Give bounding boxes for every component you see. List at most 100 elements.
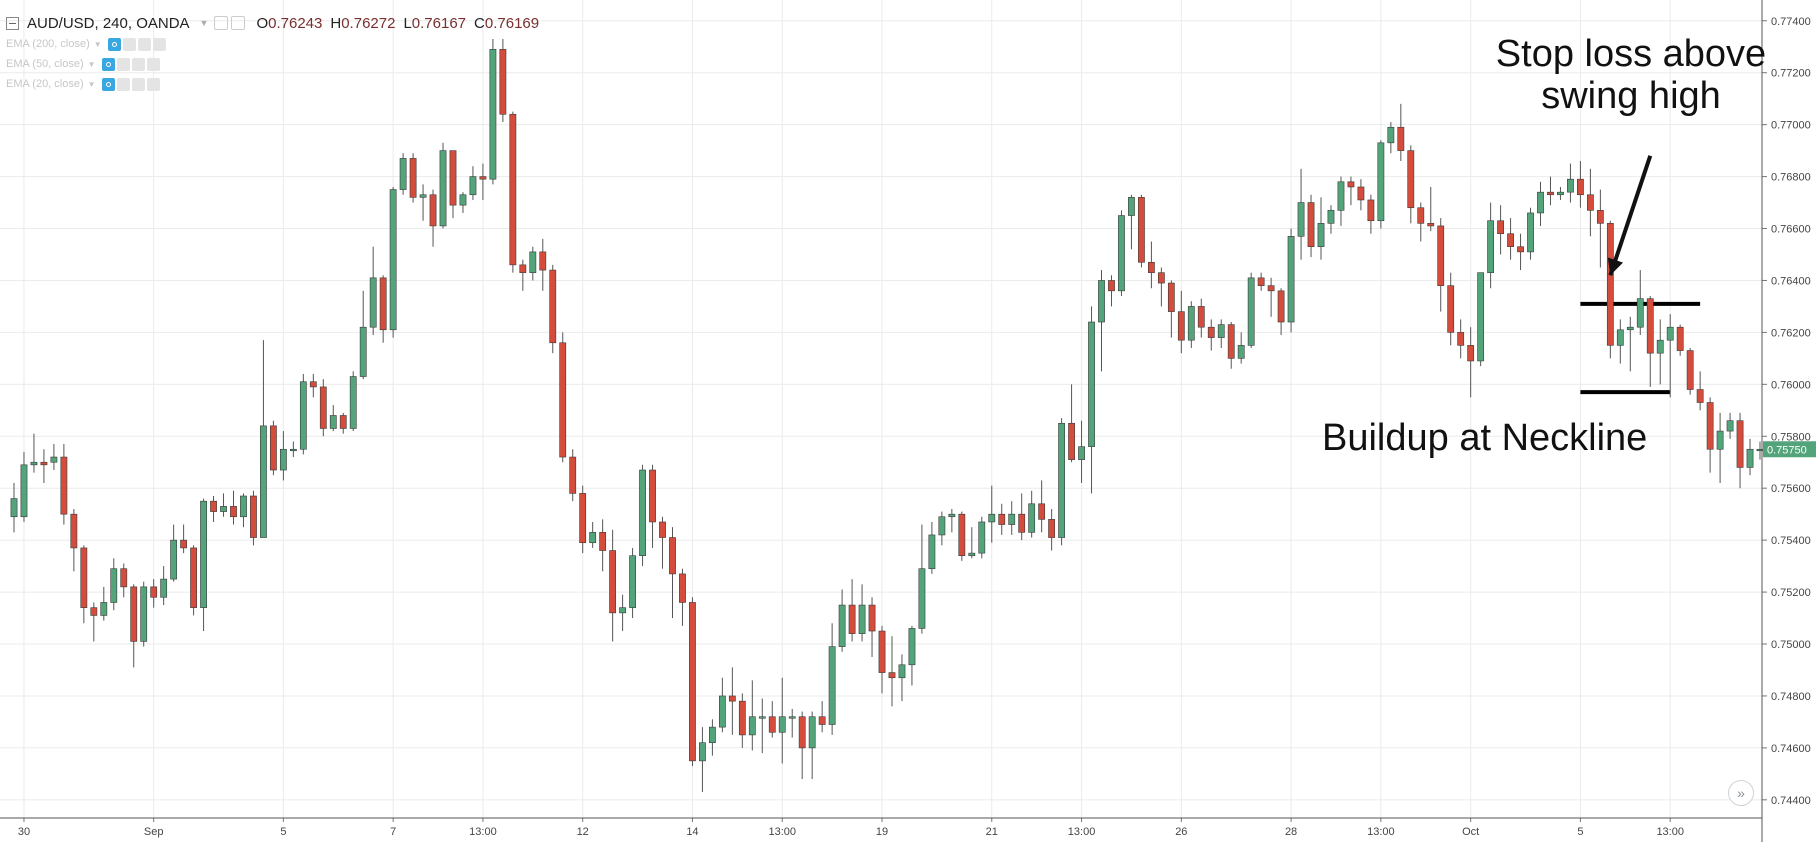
candle-down [1676,326,1684,351]
candle-up [808,716,816,749]
candle-up [100,602,108,616]
ohlc-high: H0.76272 [330,14,396,32]
candle-down [429,194,437,227]
x-tick-label: 13:00 [1367,826,1395,838]
candle-up [240,495,247,518]
chevron-down-icon[interactable]: ▼ [93,39,102,49]
candle-up [140,586,148,642]
settings-icon[interactable] [214,16,229,30]
candle-down [270,425,277,471]
add-icon[interactable] [131,77,145,91]
eye-icon[interactable] [101,77,115,91]
stop-loss-annotation: Stop loss above swing high [1495,33,1767,117]
candle-down [549,269,557,344]
candle-down [1167,282,1175,312]
candle-up [1058,422,1065,538]
candle-down [1686,350,1694,390]
candle-down [250,495,257,538]
candle-down [210,500,217,512]
price-badge [1763,441,1816,458]
candle-up [1487,220,1495,273]
chevron-down-icon[interactable]: ▼ [199,18,209,28]
candle-down [1457,332,1465,346]
candle-down [649,469,656,523]
candle-up [359,326,367,377]
y-tick-label: 0.76200 [1771,327,1811,339]
add-icon[interactable] [131,57,145,71]
candle-up [1237,345,1245,359]
candle-up [399,158,407,190]
candle-down [958,513,966,557]
symbol-title[interactable]: AUD/USD, 240, OANDA [27,14,190,32]
add-icon[interactable] [137,37,151,51]
y-tick-label: 0.74600 [1771,743,1811,755]
candle-up [389,189,397,331]
candle-down [728,695,736,702]
candle-down [609,550,617,614]
candle-up [1028,503,1036,533]
candle-up [778,716,786,733]
study-ema-50[interactable]: EMA (50, close) ▼ [6,55,162,73]
candle-up [1247,277,1255,346]
settings-icon[interactable] [122,37,136,51]
x-tick-label: Oct [1462,826,1479,838]
candle-down [818,716,826,725]
candle-down [679,573,686,603]
candle-down [1736,420,1744,468]
candle-up [170,539,178,580]
candle-up [1287,236,1295,323]
scroll-to-realtime-button[interactable]: » [1728,780,1754,806]
settings-icon[interactable] [116,77,130,91]
candle-down [1606,223,1614,346]
candle-up [718,695,726,728]
candle-up [898,664,906,679]
candle-down [1108,280,1115,292]
candle-up [10,498,18,518]
candle-down [1038,503,1046,520]
y-tick-label: 0.76400 [1771,275,1811,287]
candle-down [579,493,587,544]
candle-down [539,251,547,271]
x-tick-label: 28 [1285,826,1297,838]
candle-up [260,425,267,538]
candle-down [1068,422,1075,460]
candle-down [479,176,487,180]
candle-down [569,456,577,494]
settings-icon[interactable] [116,57,130,71]
close-icon[interactable] [146,57,160,71]
candle-down [509,113,517,266]
eye-icon[interactable] [101,57,115,71]
ohlc-close: C0.76169 [474,14,540,32]
candle-down [1517,246,1524,253]
candle-up [1537,191,1544,214]
candle-up [1666,326,1674,341]
candle-down [40,461,48,466]
eye-icon[interactable] [107,37,121,51]
close-icon[interactable] [146,77,160,91]
collapse-toggle-icon[interactable] [6,16,19,30]
candle-down [998,513,1006,525]
chevron-down-icon[interactable]: ▼ [87,59,96,69]
chart-grid [0,0,1762,818]
study-label: EMA (50, close) [6,58,84,70]
y-tick-label: 0.77200 [1771,68,1811,80]
candle-up [1656,339,1664,354]
gear-icon[interactable] [231,16,246,30]
candle-down [738,700,746,736]
close-icon[interactable] [152,37,166,51]
candle-up [699,742,706,762]
candle-down [309,381,317,388]
candle-down [878,630,886,673]
candle-down [1018,513,1026,533]
y-tick-label: 0.75600 [1771,483,1811,495]
ohlc-open: O0.76243 [256,14,323,32]
study-ema-20[interactable]: EMA (20, close) ▼ [6,75,162,93]
candle-up [1477,272,1485,362]
candle-down [1347,181,1355,188]
candle-down [120,568,128,588]
candle-down [499,49,507,115]
candle-up [1317,223,1325,247]
candle-down [1357,186,1365,201]
chevron-down-icon[interactable]: ▼ [87,79,96,89]
study-ema-200[interactable]: EMA (200, close) ▼ [6,35,168,53]
